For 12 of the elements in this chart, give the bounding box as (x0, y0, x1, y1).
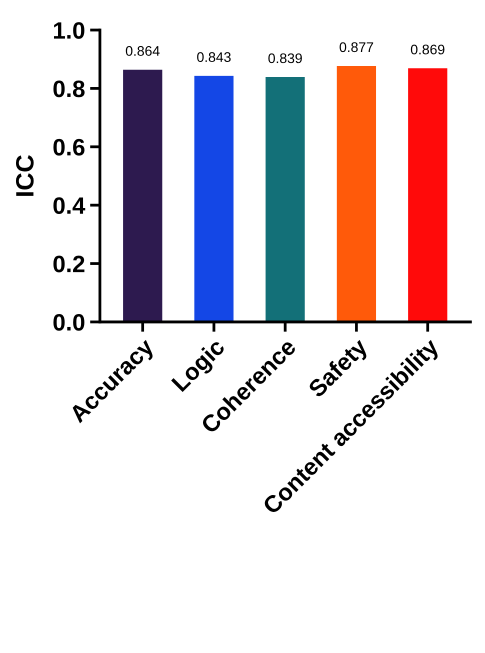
y-tick-label: 0.4 (53, 197, 86, 214)
data-label: 0.864 (126, 46, 160, 56)
data-label: 0.839 (268, 53, 302, 64)
data-label: 0.869 (410, 44, 444, 54)
data-label: 0.843 (197, 52, 231, 62)
y-tick-label: 0.8 (53, 80, 85, 98)
y-tick-label: 1.0 (54, 22, 84, 39)
y-tick-label: 0.2 (53, 256, 84, 272)
y-tick-label: 0.6 (53, 138, 84, 156)
y-tick-label: 0.0 (53, 314, 84, 331)
data-label: 0.877 (340, 42, 374, 52)
y-axis-title: ICC (16, 155, 34, 196)
